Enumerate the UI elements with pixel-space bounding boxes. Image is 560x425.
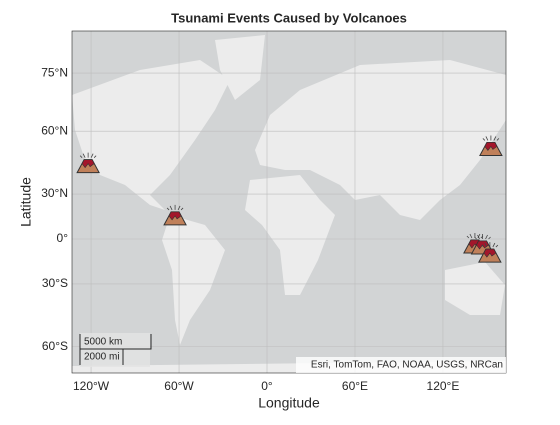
x-axis-label: Longitude [258,395,320,411]
volcano-smoke [466,232,484,239]
y-axis-label: Latitude [18,177,34,227]
north-america [72,60,230,210]
y-tick-label: 60°S [42,339,68,353]
attribution-box [296,357,506,373]
y-tick-label: 30°S [42,276,68,290]
y-tick-label: 0° [57,231,69,245]
volcano-smoke [481,242,499,248]
scale-bar-mi: 2000 mi [84,352,120,363]
chart-title: Tsunami Events Caused by Volcanoes [171,10,407,25]
volcano-lava [81,159,95,169]
volcano-smoke [474,233,491,240]
africa [245,175,335,295]
x-tick-label: 0° [261,379,273,393]
y-tick-label: 75°N [41,65,68,79]
volcano-smoke [79,152,97,158]
volcano-marker [163,204,187,226]
x-tick-label: 120°E [427,379,460,393]
y-tick-label: 30°N [41,186,68,200]
grid [72,31,506,373]
volcano-marker [76,152,100,174]
markers [76,135,503,263]
australia [445,262,505,315]
volcano-lava [168,211,182,221]
scale-bar: 5000 km 2000 mi [79,333,152,367]
volcano-smoke [482,135,500,141]
volcano-lava [484,142,498,151]
scale-bar-box [80,333,150,367]
south-america [162,215,225,345]
x-tick-label: 60°W [164,379,194,393]
volcano-marker [478,242,502,263]
plot-frame [71,30,507,374]
scale-bar-lines [79,334,152,365]
volcano-lava [483,248,497,258]
x-tick-label: 120°W [73,379,110,393]
y-tick-label: 60°N [41,123,68,137]
volcano-marker [479,135,503,156]
greenland [215,35,265,100]
volcano-smoke [166,204,184,211]
x-tick-label: 60°E [342,379,368,393]
scale-bar-km: 5000 km [84,337,122,348]
attribution: Esri, TomTom, FAO, NOAA, USGS, NRCan [311,360,503,371]
